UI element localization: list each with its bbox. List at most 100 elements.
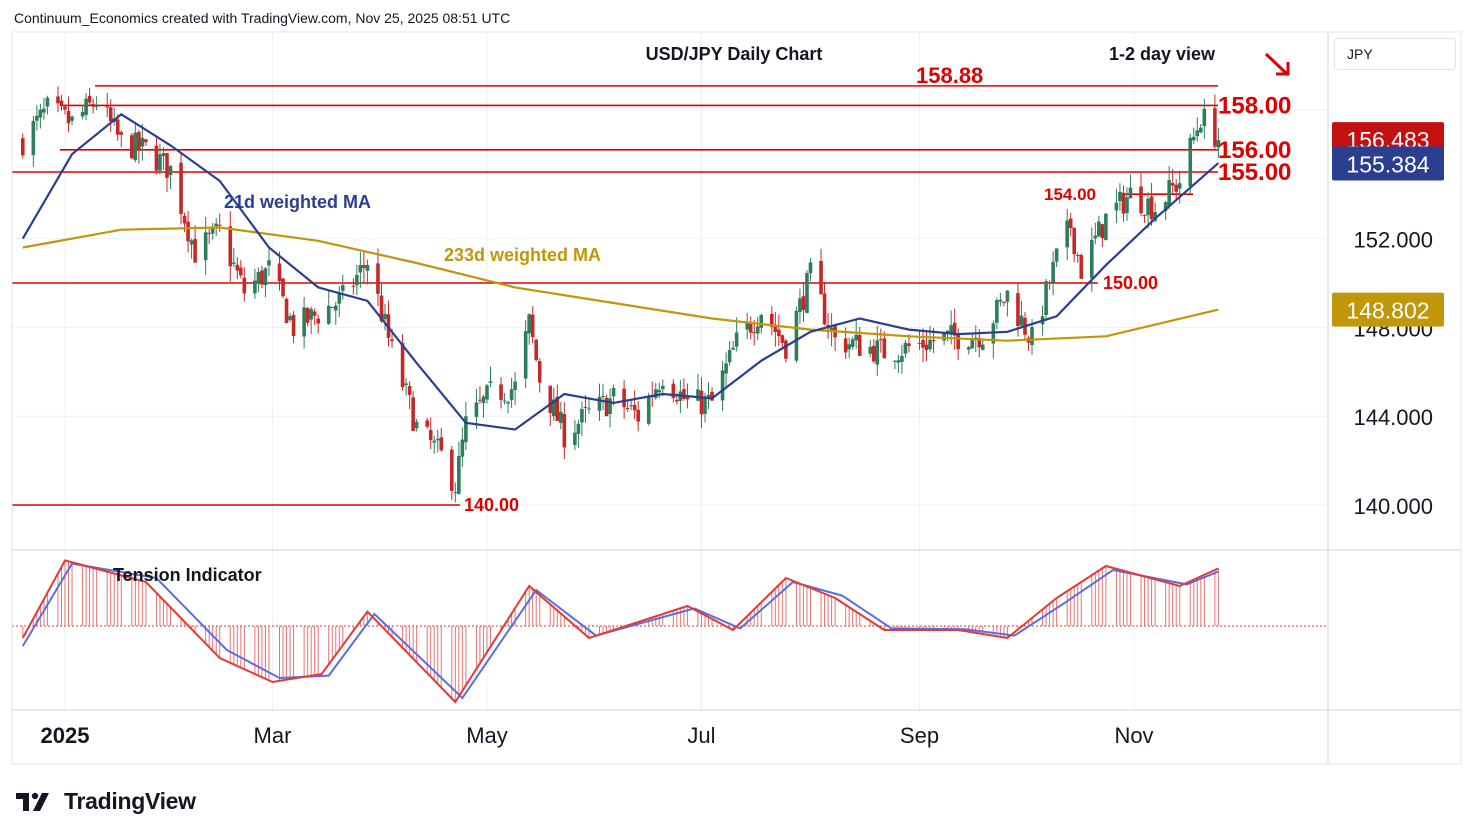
candle-body xyxy=(217,224,222,226)
candle-body xyxy=(1079,254,1084,279)
candle-body xyxy=(376,263,380,294)
candle-body xyxy=(1051,261,1055,283)
candle-body xyxy=(1075,254,1080,256)
candle-body xyxy=(400,343,405,388)
candle-body xyxy=(675,399,679,402)
candle-body xyxy=(253,280,257,294)
candle-body xyxy=(1093,235,1098,239)
candle-body xyxy=(502,400,507,402)
ma21-badge xyxy=(1332,146,1444,181)
candle-body xyxy=(407,385,412,395)
candle-body xyxy=(214,223,219,227)
candle-body xyxy=(411,397,415,431)
candle-body xyxy=(509,389,514,401)
level-label: 140.00 xyxy=(464,495,519,515)
candle-body xyxy=(281,278,285,297)
candle-body xyxy=(481,396,486,404)
currency-selector[interactable]: JPY xyxy=(1334,38,1456,70)
candle-body xyxy=(291,314,296,336)
candle-body xyxy=(210,226,215,234)
candle-body xyxy=(597,396,602,411)
candle-body xyxy=(1047,282,1052,284)
candle-body xyxy=(653,389,658,398)
candle-body xyxy=(207,232,211,234)
candle-body xyxy=(646,396,651,424)
y-tick-label: 140.000 xyxy=(1353,494,1433,519)
candle-body xyxy=(355,275,359,286)
candle-body xyxy=(854,334,859,341)
candle-body xyxy=(137,132,141,150)
candle-body xyxy=(685,397,690,400)
candle-body xyxy=(1195,130,1200,137)
candle-body xyxy=(748,323,753,333)
candle-body xyxy=(1072,227,1077,255)
candle-body xyxy=(260,270,264,285)
candle-body xyxy=(358,264,363,273)
candle-body xyxy=(499,384,503,400)
candle-body xyxy=(337,292,342,304)
candle-body xyxy=(91,103,95,107)
candle-body xyxy=(534,339,539,361)
candle-body xyxy=(1125,197,1129,214)
candle-body xyxy=(998,299,1003,302)
candle-body xyxy=(1030,327,1034,345)
candle-body xyxy=(161,153,166,157)
candle-body xyxy=(302,307,306,337)
candle-body xyxy=(770,314,774,327)
candle-body xyxy=(970,338,975,349)
candle-body xyxy=(882,338,887,359)
candle-body xyxy=(530,314,535,338)
candle-body xyxy=(130,135,134,159)
candle-body xyxy=(952,322,957,336)
candle-body xyxy=(720,370,725,401)
candle-body xyxy=(710,391,714,401)
candle-body xyxy=(1177,183,1182,189)
candle-body xyxy=(703,396,707,415)
candle-body xyxy=(383,313,387,320)
candle-body xyxy=(1068,218,1073,229)
ma233-badge xyxy=(1332,292,1444,327)
candle-body xyxy=(56,96,60,104)
candle-body xyxy=(464,416,468,443)
candle-body xyxy=(1100,224,1105,238)
price-candles xyxy=(21,86,1221,503)
candle-body xyxy=(94,105,99,107)
candle-body xyxy=(699,390,704,415)
candle-body xyxy=(555,396,560,421)
candle-body xyxy=(45,97,50,107)
candle-body xyxy=(330,307,335,309)
candle-body xyxy=(682,389,686,399)
level-label: 150.00 xyxy=(1103,273,1158,293)
candle-body xyxy=(35,115,39,121)
candle-body xyxy=(119,132,124,135)
candle-body xyxy=(632,404,637,411)
candle-body xyxy=(513,381,517,390)
candle-body xyxy=(189,240,194,245)
ma21-badge-text: 155.384 xyxy=(1346,151,1429,177)
candle-body xyxy=(755,326,760,334)
candle-body xyxy=(133,132,138,161)
candle-body xyxy=(179,162,183,214)
tradingview-logo[interactable]: TradingView xyxy=(16,788,196,815)
candle-body xyxy=(474,402,479,417)
indicator-slow-line xyxy=(21,562,1219,700)
candle-body xyxy=(559,411,563,423)
y-tick-label: 152.000 xyxy=(1353,228,1433,253)
candle-body xyxy=(777,329,781,337)
candle-body xyxy=(1118,191,1122,202)
candle-body xyxy=(203,232,208,261)
candle-body xyxy=(1019,315,1024,326)
candle-body xyxy=(1002,301,1006,303)
candle-body xyxy=(1191,136,1196,141)
candle-body xyxy=(903,342,908,354)
grid xyxy=(12,32,1328,710)
candle-body xyxy=(706,394,711,399)
candle-body xyxy=(453,492,458,494)
candle-body xyxy=(435,438,440,441)
candle-body xyxy=(140,137,145,147)
candle-body xyxy=(629,405,633,407)
candle-body xyxy=(478,399,482,401)
candle-body xyxy=(1090,240,1094,279)
